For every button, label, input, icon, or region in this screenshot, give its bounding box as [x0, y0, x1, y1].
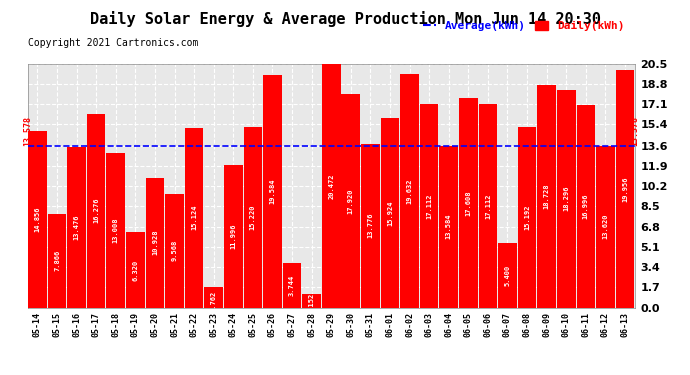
- Text: 20.472: 20.472: [328, 173, 334, 198]
- Bar: [244, 126, 262, 308]
- Bar: [420, 104, 438, 308]
- Text: 17.112: 17.112: [426, 193, 432, 219]
- Text: 11.996: 11.996: [230, 224, 236, 249]
- Text: 18.728: 18.728: [544, 183, 550, 209]
- Bar: [126, 232, 145, 308]
- Bar: [577, 105, 595, 308]
- Text: 5.400: 5.400: [504, 265, 511, 286]
- Text: Copyright 2021 Cartronics.com: Copyright 2021 Cartronics.com: [28, 38, 198, 48]
- Bar: [165, 194, 184, 308]
- Bar: [48, 214, 66, 308]
- Text: 13.620: 13.620: [602, 214, 609, 239]
- Bar: [381, 118, 400, 308]
- Text: 16.276: 16.276: [93, 198, 99, 223]
- Text: 7.866: 7.866: [54, 250, 60, 272]
- Text: 3.744: 3.744: [289, 274, 295, 296]
- Text: 13.776: 13.776: [367, 213, 373, 238]
- Bar: [459, 98, 477, 308]
- Text: 17.920: 17.920: [348, 188, 354, 214]
- Bar: [302, 294, 321, 308]
- Bar: [204, 286, 223, 308]
- Bar: [224, 165, 243, 308]
- Bar: [479, 104, 497, 308]
- Text: 10.928: 10.928: [152, 230, 158, 255]
- Text: 13.584: 13.584: [446, 214, 452, 240]
- Bar: [440, 146, 458, 308]
- Bar: [106, 153, 125, 308]
- Bar: [263, 75, 282, 308]
- Text: 19.584: 19.584: [269, 178, 275, 204]
- Bar: [342, 94, 360, 308]
- Text: 19.956: 19.956: [622, 176, 628, 202]
- Text: 17.112: 17.112: [485, 193, 491, 219]
- Text: 13.008: 13.008: [112, 217, 119, 243]
- Bar: [361, 144, 380, 308]
- Bar: [67, 147, 86, 308]
- Bar: [28, 131, 47, 308]
- Text: 14.856: 14.856: [34, 206, 41, 232]
- Text: 15.924: 15.924: [387, 200, 393, 226]
- Text: 1.762: 1.762: [210, 291, 217, 312]
- Text: 19.632: 19.632: [406, 178, 413, 204]
- Bar: [87, 114, 106, 308]
- Text: Daily Solar Energy & Average Production Mon Jun 14 20:30: Daily Solar Energy & Average Production …: [90, 11, 600, 27]
- Bar: [185, 128, 204, 308]
- Text: 15.192: 15.192: [524, 204, 530, 230]
- Text: 17.608: 17.608: [465, 190, 471, 216]
- Text: 16.996: 16.996: [583, 194, 589, 219]
- Text: 13.578: 13.578: [23, 116, 32, 146]
- Bar: [146, 178, 164, 308]
- Text: 18.296: 18.296: [563, 186, 569, 211]
- Bar: [615, 70, 634, 308]
- Text: 13.476: 13.476: [74, 214, 79, 240]
- Text: 9.568: 9.568: [172, 240, 177, 261]
- Bar: [322, 64, 340, 308]
- Bar: [518, 127, 536, 308]
- Text: 13.578: 13.578: [630, 116, 640, 146]
- Text: 1.152: 1.152: [308, 293, 315, 314]
- Text: 6.320: 6.320: [132, 259, 138, 280]
- Bar: [557, 90, 575, 308]
- Text: 15.220: 15.220: [250, 204, 256, 230]
- Bar: [596, 146, 615, 308]
- Text: 15.124: 15.124: [191, 205, 197, 230]
- Bar: [538, 85, 556, 308]
- Legend: Average(kWh), Daily(kWh): Average(kWh), Daily(kWh): [419, 17, 629, 36]
- Bar: [498, 243, 517, 308]
- Bar: [283, 263, 302, 308]
- Bar: [400, 74, 419, 307]
